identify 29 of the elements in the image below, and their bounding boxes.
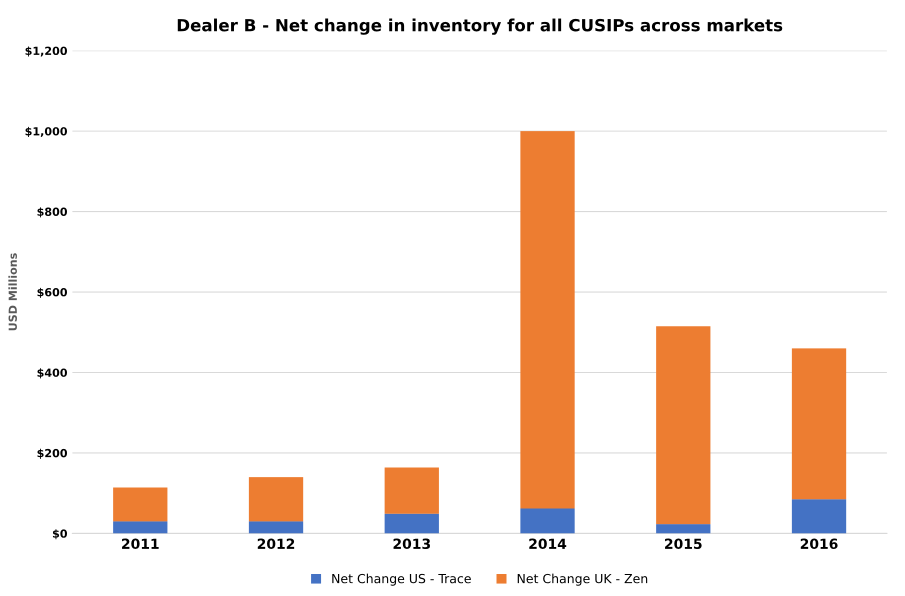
y-tick-label: $1,200	[26, 46, 68, 57]
x-tick-label: 2015	[665, 538, 702, 550]
bar	[113, 521, 168, 534]
y-tick-label: $800	[37, 207, 68, 218]
y-tick-label: $400	[37, 368, 68, 378]
y-tick-label: $1,000	[26, 126, 68, 137]
chart-title: Dealer B - Net change in inventory for all CUSIPs across markets	[178, 18, 782, 35]
bar	[520, 131, 575, 508]
x-tick-label: 2011	[122, 538, 159, 550]
bar	[384, 514, 439, 534]
bar	[792, 348, 846, 500]
x-tick-label: 2012	[258, 538, 294, 550]
y-tick-label: $600	[37, 288, 68, 298]
y-axis-title: USD Millions	[8, 253, 17, 330]
bar	[656, 524, 710, 534]
bar	[248, 521, 304, 534]
legend-label: Net Change US - Trace	[332, 574, 471, 586]
bar	[113, 488, 168, 522]
bar	[792, 499, 846, 534]
legend-label: Net Change UK - Zen	[518, 574, 648, 586]
bar	[384, 467, 439, 514]
bar	[656, 326, 710, 524]
x-tick-label: 2014	[529, 538, 566, 550]
y-tick-label: $0	[52, 529, 68, 540]
y-tick-label: $200	[37, 448, 68, 459]
x-tick-label: 2016	[800, 538, 838, 550]
bar	[520, 508, 575, 534]
x-tick-label: 2013	[394, 538, 430, 550]
bar	[248, 477, 304, 522]
